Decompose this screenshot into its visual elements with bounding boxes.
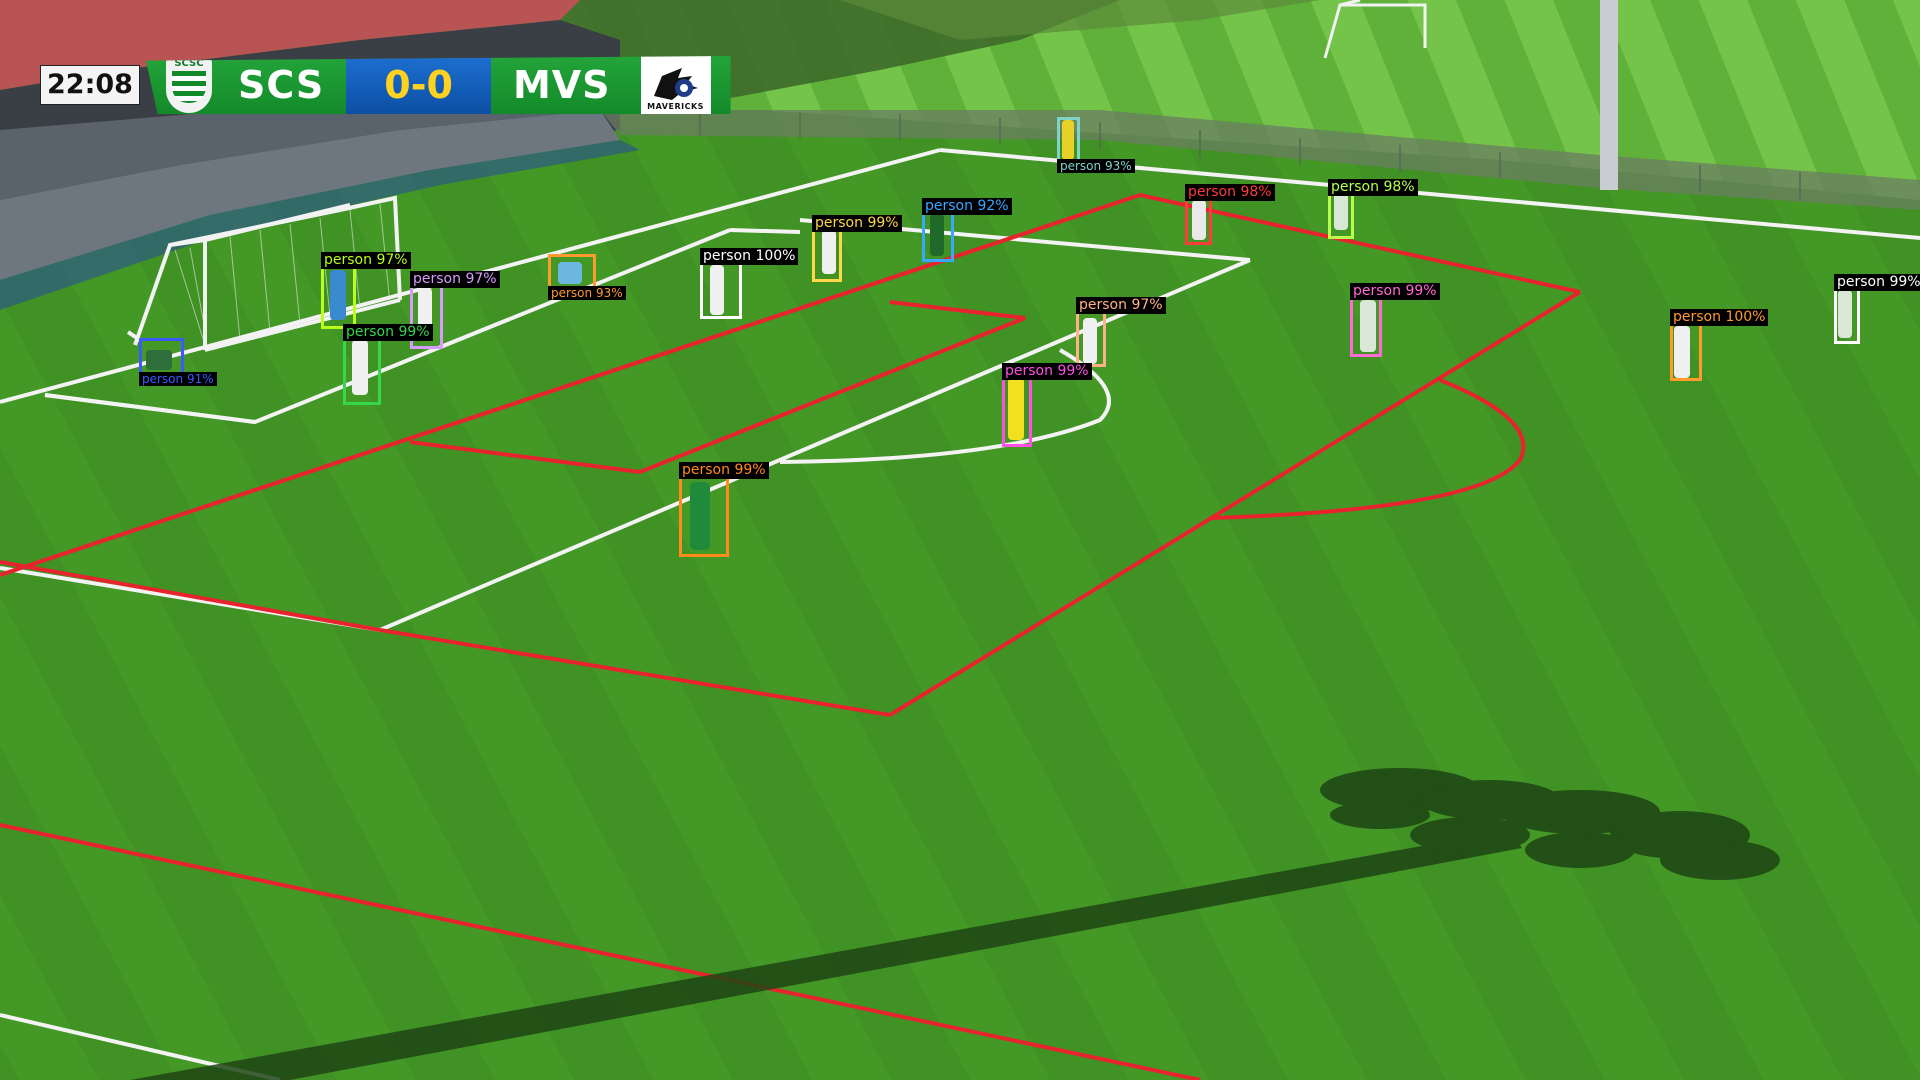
detection-box: person 91%: [139, 338, 217, 386]
detection-label: person 100%: [1670, 309, 1769, 326]
detection-label: person 99%: [343, 324, 433, 341]
detection-label: person 99%: [1002, 363, 1092, 380]
scoreboard-bar: SCSC SCS 0-0 MVS MAVERICKS: [145, 56, 731, 114]
detection-box: person 100%: [700, 248, 799, 319]
home-team-name: SCS: [237, 63, 325, 107]
detection-box: person 97%: [321, 252, 411, 329]
detection-label: person 93%: [1057, 159, 1135, 173]
players: [146, 120, 1852, 550]
detection-box: person 99%: [343, 324, 433, 405]
away-team-name: MVS: [512, 63, 611, 107]
away-logo-icon: MAVERICKS: [640, 56, 711, 114]
detection-box: person 98%: [1185, 184, 1275, 245]
detection-box: person 99%: [812, 215, 902, 282]
detection-box: person 99%: [1002, 363, 1092, 447]
match-clock: 22:08: [40, 65, 140, 105]
detection-label: person 99%: [1350, 283, 1440, 300]
detection-label: person 99%: [1834, 274, 1920, 291]
detection-label: person 99%: [679, 462, 769, 479]
detection-label: person 98%: [1328, 179, 1418, 196]
detection-label: person 97%: [410, 271, 500, 288]
detection-label: person 97%: [1076, 297, 1166, 314]
fence: [600, 110, 1920, 210]
detection-box: person 100%: [1670, 309, 1769, 381]
detection-label: person 98%: [1185, 184, 1275, 201]
detection-box: person 93%: [548, 254, 626, 300]
detection-box: person 93%: [1057, 117, 1135, 173]
detection-box: person 99%: [1350, 283, 1440, 357]
detection-box: person 98%: [1328, 179, 1418, 239]
detection-box: person 99%: [679, 462, 769, 557]
home-crest-text: SCSC: [174, 58, 204, 69]
stands-roof: [0, 0, 580, 90]
detection-box: person 97%: [410, 271, 500, 349]
score: 0-0: [346, 56, 491, 114]
detection-label: person 93%: [548, 286, 626, 300]
red-lines: [0, 193, 1582, 1080]
light-pole: [1600, 0, 1618, 190]
scoreboard: 22:08 SCSC SCS 0-0 MVS MAVERICKS: [40, 56, 731, 114]
away-logo-text: MAVERICKS: [647, 102, 704, 111]
detection-label: person 92%: [922, 198, 1012, 215]
detection-label: person 91%: [139, 372, 217, 386]
detection-box: person 97%: [1076, 297, 1166, 367]
far-goal: [1323, 0, 1427, 59]
detection-box: person 92%: [922, 198, 1012, 262]
detection-label: person 100%: [700, 248, 799, 265]
detection-label: person 99%: [812, 215, 902, 232]
detection-label: person 97%: [321, 252, 411, 269]
detection-box: person 99%: [1834, 274, 1920, 344]
home-crest-icon: SCSC: [162, 56, 216, 114]
floodlight-shadow: [130, 768, 1780, 1080]
